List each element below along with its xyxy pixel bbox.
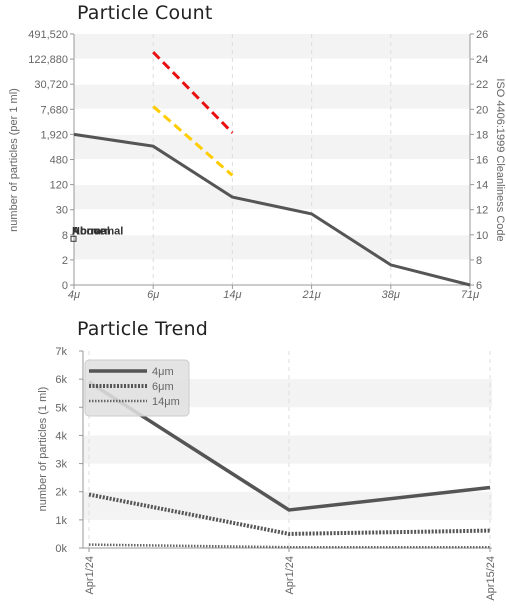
y-tick-label: 2 — [62, 255, 68, 267]
legend-entry: Normal — [72, 225, 110, 237]
y2-tick-label: 8 — [476, 255, 482, 267]
y-tick-label: 7,680 — [40, 104, 68, 116]
y-tick-label: 0k — [55, 543, 67, 555]
y2-tick-label: 22 — [476, 79, 488, 91]
legend-entry: Abnormal — [72, 225, 123, 237]
band — [74, 134, 470, 160]
y2-tick-label: 18 — [476, 129, 488, 141]
y-tick-label: 1,920 — [40, 129, 68, 141]
y-tick-label: 2k — [55, 487, 67, 499]
particle-count-y2-label: ISO 4406:1999 Cleanliness Code — [494, 78, 506, 241]
legend-label: 6μm — [152, 381, 174, 393]
x-tick-label: Apr15/24 — [485, 556, 497, 601]
series-2-line — [88, 543, 490, 549]
particle-count-title: Particle Count — [77, 2, 213, 24]
legend-marker — [70, 235, 77, 242]
band — [83, 435, 492, 464]
x-tick-label: Apr1/24 — [284, 556, 296, 595]
y-tick-label: 8 — [62, 230, 68, 242]
x-tick-label: 6μ — [147, 289, 159, 301]
series-1-line — [88, 492, 491, 536]
y-tick-label: 480 — [50, 155, 68, 167]
y-tick-label: 30 — [56, 205, 68, 217]
series-1-line — [152, 51, 234, 134]
y-tick-label: 491,520 — [28, 29, 68, 41]
y-tick-label: 5k — [55, 402, 67, 414]
y-tick-label: 1k — [55, 515, 67, 527]
y2-tick-label: 12 — [476, 205, 488, 217]
y-tick-label: 6k — [55, 374, 67, 386]
band — [74, 84, 470, 110]
particle-count-chart: 0 2 8 30 120 480 1,920 7,680 30,720 122,880 491,52… — [8, 29, 506, 301]
y-tick-label: 0 — [62, 280, 68, 292]
band — [83, 491, 492, 520]
y2-tick-label: 24 — [476, 54, 488, 66]
x-tick-label: 71μ — [461, 289, 479, 301]
y-tick-label: 122,880 — [28, 54, 68, 66]
particle-trend-title: Particle Trend — [77, 318, 209, 340]
y-tick-label: 120 — [50, 180, 68, 192]
legend-label: 14μm — [152, 396, 180, 408]
y-tick-label: 30,720 — [34, 79, 68, 91]
y2-tick-label: 14 — [476, 180, 488, 192]
series-0-line — [73, 132, 471, 287]
x-tick-label: 14μ — [223, 289, 241, 301]
series-0-line — [88, 380, 491, 512]
x-tick-label: 4μ — [68, 289, 80, 301]
y-tick-label: 7k — [55, 346, 67, 358]
y-tick-label: 3k — [55, 459, 67, 471]
series-2-line — [152, 105, 234, 177]
legend-entry: Above — [72, 225, 106, 237]
y2-tick-label: 16 — [476, 155, 488, 167]
legend-label: 4μm — [152, 366, 174, 378]
band — [74, 234, 470, 260]
particle-trend-y-label: number of particles (1 ml) — [37, 387, 49, 512]
y2-tick-label: 20 — [476, 104, 488, 116]
legend-box — [84, 359, 190, 417]
y-tick-label: 4k — [55, 430, 67, 442]
x-tick-label: 38μ — [382, 289, 400, 301]
band — [83, 379, 492, 408]
band — [74, 34, 470, 60]
particle-count-y-label: number of particles (per 1 ml) — [8, 88, 20, 232]
y2-tick-label: 10 — [476, 230, 488, 242]
y2-tick-label: 26 — [476, 29, 488, 41]
x-tick-label: 21μ — [301, 289, 320, 301]
x-tick-label: Apr1/24 — [84, 556, 96, 595]
y2-tick-label: 6 — [476, 280, 482, 292]
